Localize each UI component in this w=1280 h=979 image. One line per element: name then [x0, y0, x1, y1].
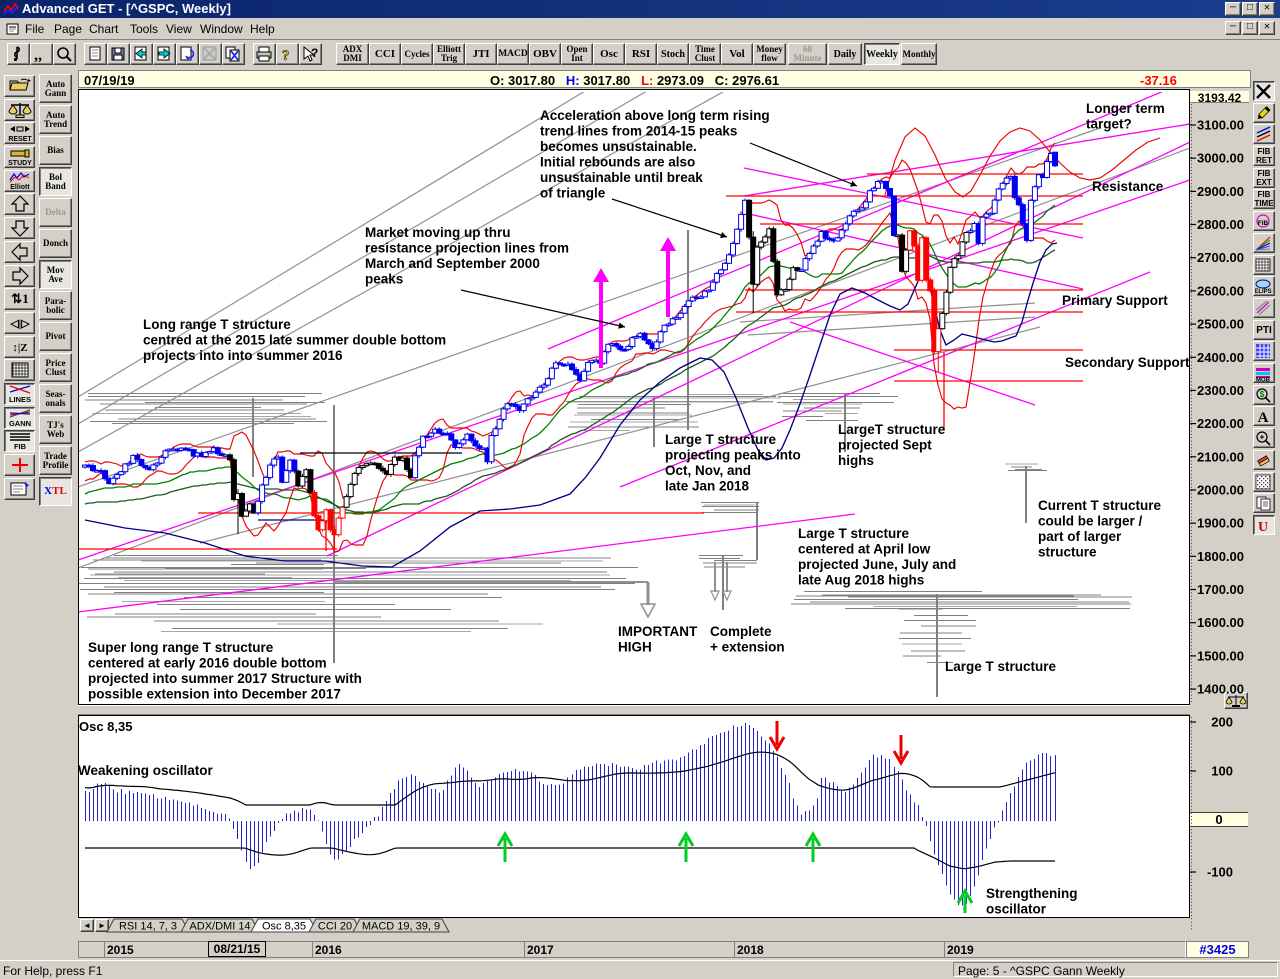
svg-text:?: ?: [311, 46, 318, 60]
svg-text:late Jan 2018: late Jan 2018: [665, 479, 750, 494]
svg-text:Large T structure: Large T structure: [798, 526, 910, 541]
svg-text:Strengthening: Strengthening: [986, 886, 1078, 901]
svg-text:Oct, Nov, and: Oct, Nov, and: [665, 463, 751, 478]
svg-text:centred at the 2015 late summe: centred at the 2015 late summer double b…: [143, 333, 446, 348]
svg-text:could be larger /: could be larger /: [1038, 514, 1143, 529]
svg-text:Primary Support: Primary Support: [1062, 293, 1168, 308]
svg-text:3100.00: 3100.00: [1197, 118, 1244, 133]
svg-text:LINES: LINES: [9, 395, 31, 404]
svg-text:projecting peaks into: projecting peaks into: [665, 448, 801, 463]
svg-text:+ extension: + extension: [710, 640, 785, 655]
svg-text:Osc 8,35: Osc 8,35: [79, 719, 133, 734]
svg-text:Market moving up thru: Market moving up thru: [365, 225, 511, 240]
svg-text:2900.00: 2900.00: [1197, 184, 1244, 199]
svg-text:-100: -100: [1207, 865, 1233, 880]
svg-text:?: ?: [282, 48, 290, 63]
svg-text:late Aug 2018 highs: late Aug 2018 highs: [798, 573, 924, 588]
svg-text:Current T structure: Current T structure: [1038, 498, 1162, 513]
svg-text:ADX/DMI 14: ADX/DMI 14: [189, 921, 250, 933]
svg-text:2100.00: 2100.00: [1197, 449, 1244, 464]
svg-text:Osc 8,35: Osc 8,35: [262, 921, 306, 933]
svg-text:U: U: [1258, 520, 1268, 534]
svg-text:CCI 20: CCI 20: [318, 921, 352, 933]
svg-text:GANN: GANN: [9, 419, 31, 428]
svg-text:structure: structure: [1038, 545, 1097, 560]
svg-text:Acceleration above long term r: Acceleration above long term rising: [540, 108, 770, 123]
svg-text:2400.00: 2400.00: [1197, 350, 1244, 365]
svg-text:unsustainable until break: unsustainable until break: [540, 170, 703, 185]
svg-text:becomes unsustainable.: becomes unsustainable.: [540, 139, 697, 154]
svg-text:2000.00: 2000.00: [1197, 483, 1244, 498]
svg-text:◁|▷: ◁|▷: [9, 318, 30, 330]
svg-text:Large T structure: Large T structure: [945, 659, 1057, 674]
svg-text:peaks: peaks: [365, 272, 403, 287]
svg-text:200: 200: [1211, 715, 1233, 730]
svg-text:Weakening oscillator: Weakening oscillator: [78, 763, 214, 778]
svg-text:MACD 19, 39, 9: MACD 19, 39, 9: [362, 921, 440, 933]
svg-text:2500.00: 2500.00: [1197, 317, 1244, 332]
svg-text:Large T structure: Large T structure: [665, 432, 777, 447]
svg-text:Long range T structure: Long range T structure: [143, 317, 291, 332]
svg-text:1900.00: 1900.00: [1197, 516, 1244, 531]
svg-text:Resistance: Resistance: [1092, 179, 1164, 194]
svg-text:Super long range T structure: Super long range T structure: [88, 640, 274, 655]
svg-text:oscillator: oscillator: [986, 902, 1047, 917]
svg-text:highs: highs: [838, 453, 874, 468]
svg-text:Elliott: Elliott: [10, 184, 30, 191]
svg-text:1400.00: 1400.00: [1197, 682, 1244, 697]
svg-text:HIGH: HIGH: [618, 640, 652, 655]
svg-text:1600.00: 1600.00: [1197, 615, 1244, 630]
svg-text:March and September 2000: March and September 2000: [365, 256, 540, 271]
svg-text:FIB: FIB: [1258, 220, 1269, 227]
svg-text:STUDY: STUDY: [8, 160, 32, 167]
svg-text:Initial rebounds are also: Initial rebounds are also: [540, 155, 695, 170]
svg-text:part of larger: part of larger: [1038, 529, 1122, 544]
svg-text:Secondary Support: Secondary Support: [1065, 355, 1190, 370]
svg-text:of triangle: of triangle: [540, 186, 606, 201]
svg-text:↕|Z: ↕|Z: [12, 342, 27, 354]
svg-text:2200.00: 2200.00: [1197, 416, 1244, 431]
svg-text:possible extension into Decemb: possible extension into December 2017: [88, 687, 341, 702]
svg-text:resistance projection lines fr: resistance projection lines from: [365, 241, 569, 256]
svg-text:100: 100: [1211, 764, 1233, 779]
svg-text:,,: ,,: [34, 47, 42, 63]
svg-text:2300.00: 2300.00: [1197, 383, 1244, 398]
svg-text:projected into summer 2017 St: projected into summer 2017 Structure wit…: [88, 671, 362, 686]
svg-text:A: A: [1258, 410, 1269, 425]
svg-text:RSI 14, 7, 3: RSI 14, 7, 3: [119, 921, 177, 933]
svg-text:projected June, July and: projected June, July and: [798, 557, 956, 572]
svg-text:IMPORTANT: IMPORTANT: [618, 624, 698, 639]
svg-text:2700.00: 2700.00: [1197, 250, 1244, 265]
svg-text:2600.00: 2600.00: [1197, 283, 1244, 298]
svg-text:MOB: MOB: [1256, 378, 1271, 383]
svg-text:Complete: Complete: [710, 624, 772, 639]
svg-text:2800.00: 2800.00: [1197, 217, 1244, 232]
svg-text:projects into into summer 2016: projects into into summer 2016: [143, 348, 343, 363]
svg-text:trend lines from 2014-15 peaks: trend lines from 2014-15 peaks: [540, 124, 737, 139]
svg-text:1800.00: 1800.00: [1197, 549, 1244, 564]
svg-text:RESET: RESET: [8, 136, 32, 143]
svg-text:projected Sept: projected Sept: [838, 438, 932, 453]
svg-text:3000.00: 3000.00: [1197, 151, 1244, 166]
svg-text:ELIPS: ELIPS: [1255, 289, 1272, 295]
svg-text:target?: target?: [1086, 117, 1132, 132]
svg-text:centered at early 2016 double: centered at early 2016 double bottom: [88, 656, 327, 671]
svg-text:1500.00: 1500.00: [1197, 648, 1244, 663]
svg-text:Longer term: Longer term: [1086, 101, 1165, 116]
svg-text:⇅1: ⇅1: [11, 291, 28, 306]
svg-text:1700.00: 1700.00: [1197, 582, 1244, 597]
svg-text:$: $: [1260, 390, 1265, 399]
svg-text:centered at April low: centered at April low: [798, 542, 931, 557]
svg-text:LargeT structure: LargeT structure: [838, 422, 946, 437]
svg-text:FIB: FIB: [14, 442, 27, 451]
